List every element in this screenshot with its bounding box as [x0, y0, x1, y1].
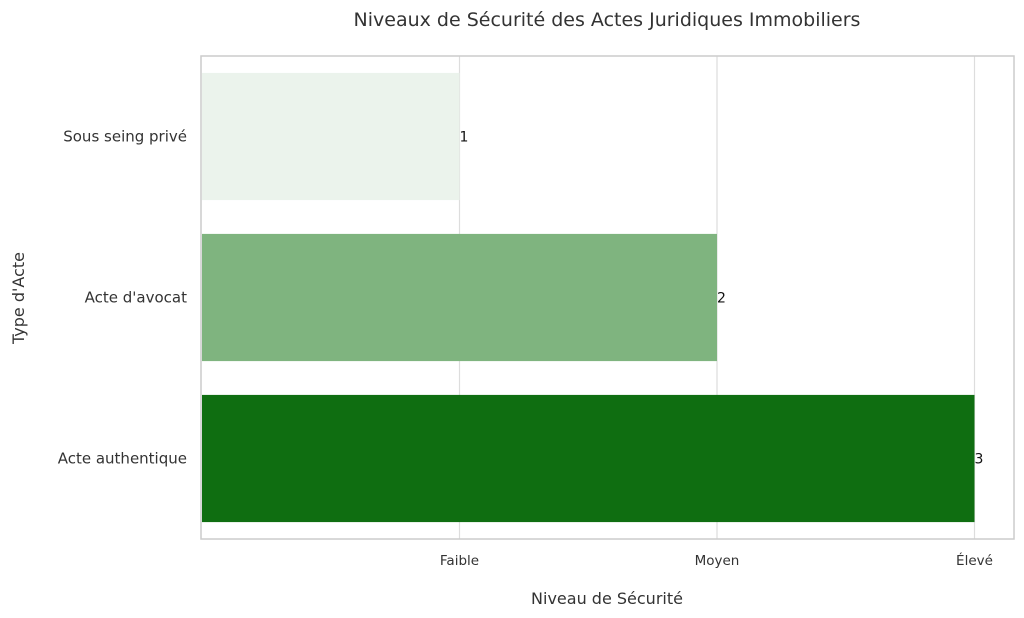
- chart-title: Niveaux de Sécurité des Actes Juridiques…: [354, 9, 861, 31]
- data-label: 3: [975, 452, 984, 468]
- y-tick-label: Acte authentique: [58, 450, 187, 468]
- y-axis-label: Type d'Acte: [9, 252, 28, 345]
- data-label: 1: [460, 130, 469, 146]
- x-tick-label: Moyen: [695, 553, 740, 569]
- bar-2: [202, 233, 717, 362]
- plot-frame: [200, 55, 1015, 540]
- bar-3: [202, 394, 975, 523]
- x-tick-label: Élevé: [956, 552, 993, 569]
- y-tick-label: Acte d'avocat: [85, 289, 187, 307]
- x-axis-label: Niveau de Sécurité: [531, 589, 683, 608]
- data-label: 2: [717, 291, 726, 307]
- y-tick-labels: Sous seing privé Acte d'avocat Acte authen…: [58, 128, 187, 468]
- x-tick-label: Faible: [440, 553, 479, 569]
- data-labels: 1 2 3: [460, 130, 984, 468]
- y-tick-label: Sous seing privé: [63, 128, 187, 146]
- bar-1: [202, 72, 460, 201]
- bars: [202, 72, 975, 523]
- x-tick-labels: Faible Moyen Élevé: [440, 552, 993, 569]
